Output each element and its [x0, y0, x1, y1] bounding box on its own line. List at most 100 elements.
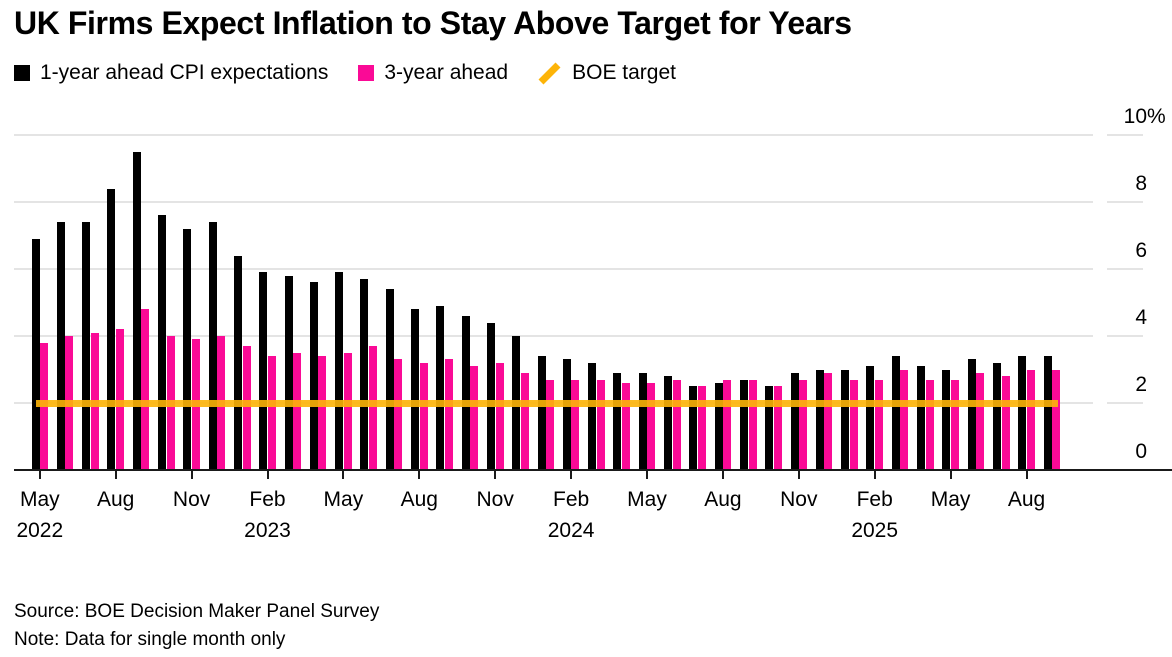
gridline-6 [14, 268, 1093, 270]
x-tick-feb-2023 [266, 470, 269, 479]
x-label-month: Feb [856, 488, 893, 511]
legend-label-target: BOE target [572, 61, 676, 84]
bar-1yr-sep-2022 [132, 151, 141, 470]
x-tick-aug [1025, 470, 1028, 479]
legend-swatch-3yr-icon [358, 65, 375, 81]
bar-1yr-jan-2024 [537, 356, 546, 470]
x-tick-aug [114, 470, 117, 479]
bar-1yr-dec-2022 [208, 222, 217, 470]
gridline-stub-2 [1107, 402, 1143, 404]
bar-1yr-sep-2024 [739, 379, 748, 470]
bar-1yr-jun-2022 [56, 222, 65, 470]
x-label-month: Aug [704, 488, 742, 511]
x-axis-baseline [14, 469, 1172, 471]
bar-1yr-feb-2024 [562, 359, 571, 470]
note-line: Note: Data for single month only [14, 629, 286, 650]
bar-3yr-jul-2025 [1001, 376, 1010, 470]
bar-1yr-mar-2023 [284, 275, 293, 470]
x-tick-nov [494, 470, 497, 479]
bar-3yr-sep-2023 [444, 359, 453, 470]
legend-item-target: BOE target [538, 61, 676, 85]
bar-3yr-may-2024 [647, 382, 656, 470]
chart-title: UK Firms Expect Inflation to Stay Above … [14, 5, 852, 41]
x-tick-feb-2024 [570, 470, 573, 479]
bar-3yr-jul-2024 [697, 386, 706, 470]
bar-3yr-may-2025 [950, 379, 959, 470]
x-label-year: 2025 [851, 519, 899, 542]
boe-target-line [36, 399, 1058, 407]
x-tick-may [342, 470, 345, 479]
bar-1yr-dec-2024 [815, 369, 824, 470]
gridline-stub-8 [1107, 201, 1143, 203]
bar-3yr-jun-2023 [369, 346, 377, 470]
legend-item-1yr: 1-year ahead CPI expectations [14, 61, 328, 85]
bar-3yr-aug-2023 [419, 362, 428, 470]
y-axis-label-6: 6 [1135, 239, 1147, 262]
bar-1yr-may-2024 [638, 372, 647, 470]
bar-1yr-oct-2023 [461, 315, 470, 470]
x-label-month: May [19, 488, 60, 511]
bar-3yr-jun-2025 [976, 372, 985, 470]
x-tick-aug [721, 470, 724, 479]
bar-3yr-apr-2025 [925, 379, 934, 470]
gridline-4 [14, 335, 1093, 337]
x-label-year: 2023 [244, 519, 291, 542]
bar-1yr-aug-2022 [107, 188, 116, 470]
bar-3yr-mar-2023 [293, 352, 302, 470]
y-axis-label-10: 10% [1123, 105, 1166, 128]
bar-1yr-nov-2024 [790, 372, 799, 470]
legend-label-1yr: 1-year ahead CPI expectations [40, 61, 329, 84]
bar-1yr-apr-2025 [917, 366, 925, 470]
gridline-stub-6 [1107, 268, 1143, 270]
y-axis-label-8: 8 [1135, 172, 1147, 195]
y-axis-label-4: 4 [1135, 306, 1147, 329]
bar-1yr-sep-2025 [1043, 356, 1052, 470]
bar-1yr-jun-2025 [967, 359, 976, 470]
x-label-month: Aug [97, 488, 135, 511]
legend-item-3yr: 3-year ahead [358, 61, 508, 85]
x-tick-may [949, 470, 952, 479]
gridline-10 [14, 134, 1093, 136]
x-label-year: 2022 [16, 519, 64, 542]
bar-1yr-feb-2025 [866, 366, 875, 470]
bar-1yr-jun-2024 [664, 376, 672, 470]
x-label-month: May [930, 488, 971, 511]
x-tick-may-2022 [38, 470, 41, 479]
bar-3yr-jul-2023 [394, 359, 403, 470]
x-tick-may [646, 470, 648, 479]
x-tick-feb-2025 [873, 470, 876, 479]
bar-1yr-jan-2025 [841, 369, 850, 470]
bar-1yr-may-2023 [335, 272, 344, 470]
x-label-month: Feb [249, 488, 286, 511]
bar-3yr-jan-2023 [242, 346, 251, 470]
bar-3yr-sep-2024 [748, 379, 757, 470]
x-tick-aug [418, 470, 421, 479]
bar-3yr-sep-2022 [141, 309, 150, 470]
bar-1yr-apr-2024 [613, 372, 622, 470]
bar-3yr-apr-2023 [318, 356, 327, 470]
y-axis-label-2: 2 [1135, 373, 1147, 396]
x-label-month: Aug [400, 488, 438, 511]
legend-label-3yr: 3-year ahead [384, 61, 509, 84]
bar-1yr-mar-2024 [588, 362, 597, 470]
bar-1yr-jul-2025 [992, 362, 1001, 470]
x-tick-nov [190, 470, 193, 479]
y-axis-label-0: 0 [1135, 440, 1147, 463]
bar-1yr-jul-2022 [82, 222, 91, 470]
legend-swatch-1yr-icon [14, 65, 30, 81]
target-slash-icon [538, 62, 561, 85]
bar-1yr-nov-2023 [486, 322, 495, 470]
bar-3yr-jan-2024 [546, 379, 555, 470]
bar-3yr-aug-2024 [723, 379, 732, 470]
bar-3yr-nov-2024 [799, 379, 808, 470]
bar-3yr-jan-2025 [849, 379, 858, 470]
y-axis-percent-suffix: % [1147, 105, 1166, 128]
x-label-month: Nov [780, 488, 818, 511]
bar-3yr-may-2023 [343, 352, 352, 470]
x-label-year: 2024 [547, 519, 595, 542]
bar-1yr-aug-2024 [714, 382, 723, 470]
x-label-month: Nov [476, 488, 514, 511]
gridline-8 [14, 201, 1093, 203]
bar-1yr-apr-2023 [309, 282, 318, 470]
bar-1yr-oct-2022 [158, 215, 166, 470]
